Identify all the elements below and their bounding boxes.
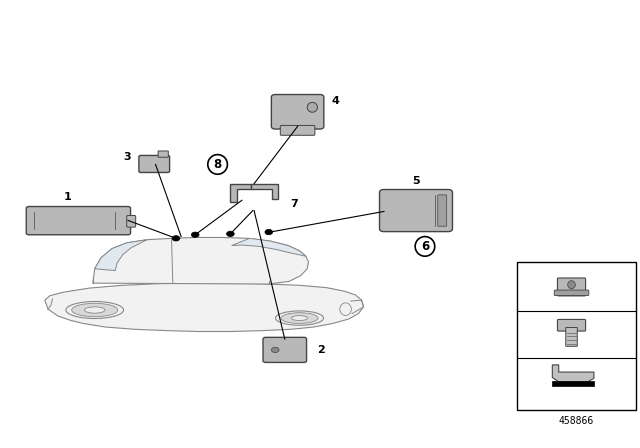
FancyBboxPatch shape — [554, 290, 589, 296]
FancyBboxPatch shape — [517, 262, 636, 410]
Text: 4: 4 — [332, 96, 339, 106]
FancyBboxPatch shape — [263, 337, 307, 362]
Polygon shape — [45, 283, 364, 332]
Text: 458866: 458866 — [559, 416, 594, 426]
Ellipse shape — [66, 302, 124, 319]
Circle shape — [265, 229, 273, 235]
Polygon shape — [552, 365, 594, 382]
Text: 6: 6 — [421, 240, 429, 253]
FancyBboxPatch shape — [438, 195, 447, 226]
FancyBboxPatch shape — [380, 190, 452, 232]
Ellipse shape — [281, 313, 318, 323]
Text: 8: 8 — [214, 158, 221, 171]
Ellipse shape — [84, 307, 105, 313]
FancyBboxPatch shape — [127, 215, 136, 227]
Ellipse shape — [568, 280, 575, 289]
FancyBboxPatch shape — [566, 327, 577, 346]
FancyBboxPatch shape — [280, 125, 315, 135]
Polygon shape — [95, 240, 147, 271]
Circle shape — [172, 236, 180, 241]
Text: 3: 3 — [123, 152, 131, 162]
Ellipse shape — [72, 303, 118, 317]
FancyBboxPatch shape — [139, 155, 170, 172]
Text: 6: 6 — [527, 330, 535, 340]
Polygon shape — [232, 238, 306, 256]
Polygon shape — [230, 184, 251, 202]
FancyBboxPatch shape — [26, 207, 131, 235]
FancyBboxPatch shape — [271, 95, 324, 129]
Text: 1: 1 — [63, 192, 71, 202]
Text: 7: 7 — [290, 199, 298, 209]
FancyBboxPatch shape — [158, 151, 168, 157]
Ellipse shape — [307, 103, 317, 112]
Text: 5: 5 — [412, 177, 420, 186]
Circle shape — [191, 232, 199, 237]
Text: 2: 2 — [317, 345, 324, 355]
FancyBboxPatch shape — [552, 381, 594, 386]
Ellipse shape — [275, 311, 324, 325]
Polygon shape — [251, 184, 278, 199]
Polygon shape — [93, 237, 308, 284]
Text: 8: 8 — [527, 278, 535, 288]
Circle shape — [271, 347, 279, 353]
FancyBboxPatch shape — [557, 278, 586, 296]
Ellipse shape — [292, 315, 308, 321]
Ellipse shape — [340, 303, 351, 315]
FancyBboxPatch shape — [557, 319, 586, 331]
Circle shape — [227, 231, 234, 237]
